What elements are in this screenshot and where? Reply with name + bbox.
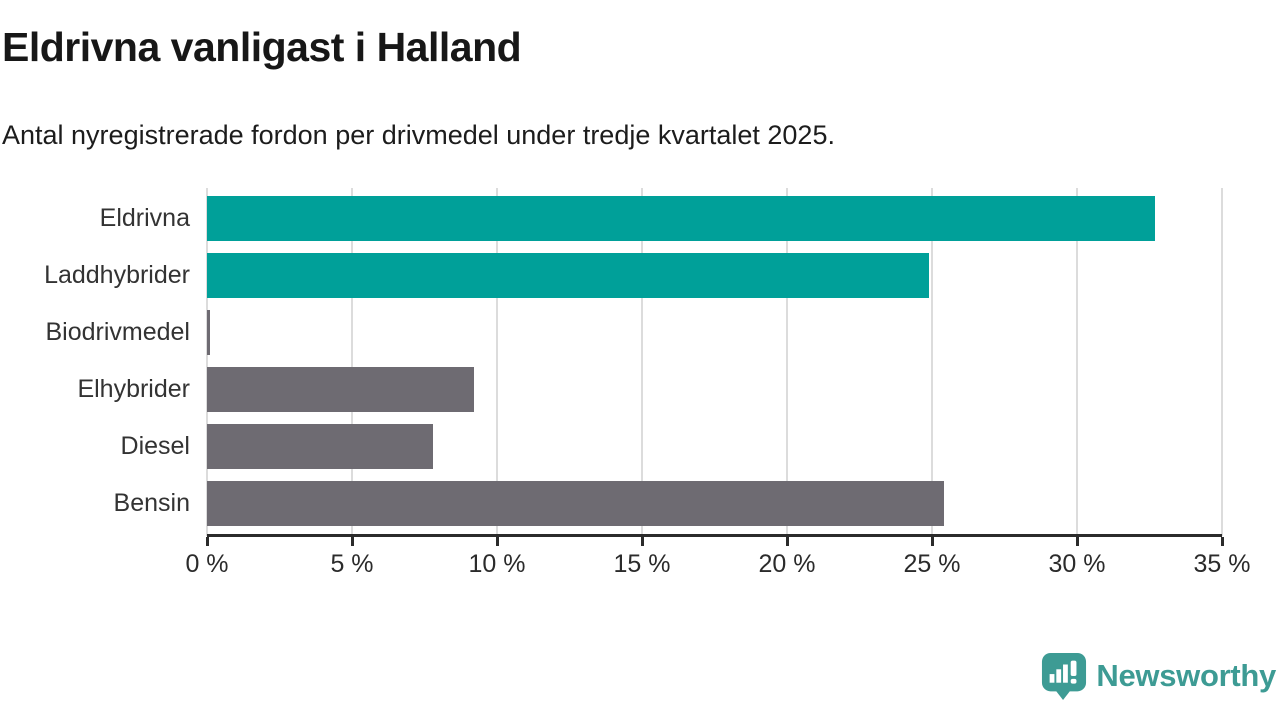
gridline xyxy=(1076,188,1078,536)
x-axis-tick-label: 0 % xyxy=(185,550,229,578)
category-label: Diesel xyxy=(120,432,190,460)
category-label: Eldrivna xyxy=(99,204,190,232)
bar-diesel xyxy=(207,424,434,469)
x-axis-tick-label: 25 % xyxy=(903,550,961,578)
category-label: Laddhybrider xyxy=(44,261,190,289)
x-axis-tick xyxy=(931,537,934,546)
gridline xyxy=(641,188,643,536)
x-axis-tick-label: 35 % xyxy=(1193,550,1251,578)
page-subtitle: Antal nyregistrerade fordon per drivmede… xyxy=(2,120,835,150)
gridline xyxy=(351,188,353,536)
category-label: Biodrivmedel xyxy=(45,318,190,346)
bar-laddhybrider xyxy=(207,253,930,298)
newsworthy-logo-text: Newsworthy xyxy=(1096,658,1276,693)
x-axis-tick xyxy=(641,537,644,546)
gridline xyxy=(496,188,498,536)
bar-bensin xyxy=(207,481,944,526)
x-axis-tick xyxy=(1221,537,1224,546)
x-axis-tick xyxy=(786,537,789,546)
x-axis-tick-label: 20 % xyxy=(758,550,816,578)
gridline xyxy=(206,188,208,536)
bar-eldrivna xyxy=(207,196,1156,241)
x-axis-tick-label: 10 % xyxy=(468,550,526,578)
x-axis-line xyxy=(207,534,1222,537)
x-axis-tick-label: 30 % xyxy=(1048,550,1106,578)
bar-chart: Eldrivna Laddhybrider Biodrivmedel Elhybrid… xyxy=(0,188,1280,588)
bar-elhybrider xyxy=(207,367,474,412)
x-axis-tick-label: 5 % xyxy=(330,550,374,578)
x-axis-tick-label: 15 % xyxy=(613,550,671,578)
bar-biodrivmedel xyxy=(207,310,210,355)
x-axis-tick xyxy=(496,537,499,546)
gridline xyxy=(931,188,933,536)
category-label: Elhybrider xyxy=(77,375,190,403)
x-axis-tick xyxy=(206,537,209,546)
gridline xyxy=(786,188,788,536)
x-axis-tick xyxy=(351,537,354,546)
newsworthy-logo-icon xyxy=(1042,653,1087,700)
x-axis-tick xyxy=(1076,537,1079,546)
category-label: Bensin xyxy=(113,489,190,517)
page-title: Eldrivna vanligast i Halland xyxy=(2,24,522,70)
newsworthy-logo: Newsworthy xyxy=(1041,652,1276,700)
gridline xyxy=(1221,188,1223,536)
plot-area: 0 % 5 % 10 % 15 % 20 % 25 % 30 % 35 % xyxy=(185,188,1250,578)
